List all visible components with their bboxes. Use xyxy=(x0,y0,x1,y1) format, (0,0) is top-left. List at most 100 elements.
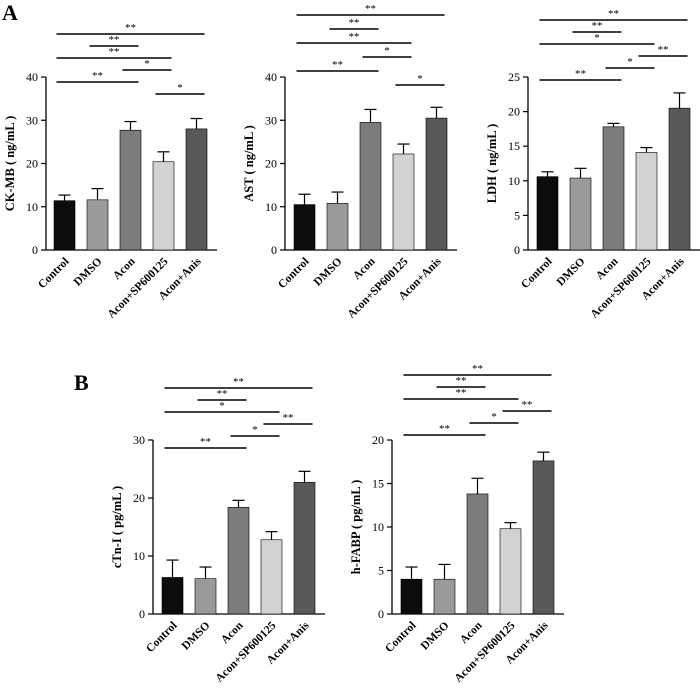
y-tick-label: 20 xyxy=(372,433,384,447)
significance-label: ** xyxy=(283,412,294,424)
x-tick-label: DMSO xyxy=(555,256,588,289)
significance-label: ** xyxy=(349,17,360,29)
y-tick-label: 0 xyxy=(32,243,38,257)
bar-chart-2: 0 10 20 30 40 AST ( ng/mL ) Control DMSO AconAco… xyxy=(242,3,457,321)
x-tick-label: DMSO xyxy=(312,256,345,289)
bar-acon-sp600125 xyxy=(499,528,522,615)
x-tick-label: DMSO xyxy=(180,620,213,653)
significance-label: ** xyxy=(217,388,228,400)
significance-label: * xyxy=(491,411,497,423)
significance-label: ** xyxy=(592,20,603,32)
significance-label: ** xyxy=(522,399,533,411)
significance-label: ** xyxy=(92,70,103,82)
y-tick-label: 40 xyxy=(26,70,38,84)
bar-acon-sp600125 xyxy=(260,539,283,615)
x-tick-label: Acon+SP600125 xyxy=(106,255,171,320)
bar-acon-anis xyxy=(668,107,691,251)
bar-dmso xyxy=(433,578,456,615)
significance-label: ** xyxy=(109,46,120,58)
bar-acon xyxy=(227,506,250,615)
x-tick-label: Control xyxy=(519,256,554,291)
x-tick-label: Acon+SP600125 xyxy=(346,255,411,320)
x-tick-label: DMSO xyxy=(419,620,452,653)
bar-acon-anis xyxy=(185,128,208,251)
significance-label: ** xyxy=(456,387,467,399)
y-tick-label: 10 xyxy=(26,200,38,214)
x-tick-label: DMSO xyxy=(72,256,105,289)
x-tick-label: Control xyxy=(276,256,311,291)
significance-label: ** xyxy=(658,44,669,56)
bar-control xyxy=(161,577,184,615)
y-tick-label: 0 xyxy=(514,243,520,257)
y-tick-label: 20 xyxy=(265,157,277,171)
x-tick-label: Acon xyxy=(351,255,378,282)
bar-control xyxy=(293,204,316,251)
bar-acon-sp600125 xyxy=(392,153,415,251)
significance-label: * xyxy=(177,82,183,94)
x-tick-label: Acon+SP600125 xyxy=(453,619,518,684)
significance-label: ** xyxy=(472,363,483,375)
y-tick-label: 20 xyxy=(133,491,145,505)
significance-label: ** xyxy=(608,8,619,20)
y-axis-label: h-FABP ( pg/mL ) xyxy=(349,480,363,575)
significance-label: * xyxy=(252,424,258,436)
bar-chart-3: 0 5 10 15 20 25 LDH ( ng/mL ) Control DMSO AconAc… xyxy=(485,8,700,321)
bar-dmso xyxy=(194,578,217,615)
y-tick-label: 20 xyxy=(26,157,38,171)
bar-acon xyxy=(602,126,625,251)
significance-label: * xyxy=(417,73,423,85)
y-tick-label: 25 xyxy=(508,70,520,84)
bar-acon xyxy=(119,129,142,251)
y-tick-label: 10 xyxy=(265,200,277,214)
bar-chart-4: 0 10 20 30 cTn-I ( pg/mL ) Control DMSO AconAco… xyxy=(110,376,325,685)
y-tick-label: 15 xyxy=(372,477,384,491)
bar-control xyxy=(53,200,76,251)
significance-label: ** xyxy=(349,31,360,43)
significance-label: ** xyxy=(109,34,120,46)
y-tick-label: 5 xyxy=(378,564,384,578)
x-tick-label: Acon xyxy=(594,255,621,282)
bar-chart-1: 0 10 20 30 40 CK-MB ( ng/mL ) Control DMSO AconA… xyxy=(3,22,217,321)
bar-acon-sp600125 xyxy=(635,152,658,251)
bar-dmso xyxy=(86,199,109,251)
x-tick-label: Control xyxy=(383,620,418,655)
y-tick-label: 0 xyxy=(139,607,145,621)
bar-control xyxy=(400,578,423,615)
bar-acon-sp600125 xyxy=(152,161,175,251)
significance-label: * xyxy=(219,400,225,412)
x-tick-label: Acon xyxy=(111,255,138,282)
y-axis-label: cTn-I ( pg/mL ) xyxy=(110,486,124,568)
x-tick-label: Acon xyxy=(458,619,485,646)
significance-label: * xyxy=(627,56,633,68)
bar-acon-anis xyxy=(293,482,316,615)
y-tick-label: 30 xyxy=(133,433,145,447)
y-tick-label: 0 xyxy=(271,243,277,257)
panel-label-b: B xyxy=(74,370,89,395)
significance-label: * xyxy=(384,45,390,57)
y-tick-label: 10 xyxy=(508,174,520,188)
y-tick-label: 10 xyxy=(133,549,145,563)
significance-label: ** xyxy=(233,376,244,388)
bar-acon xyxy=(466,493,489,615)
bar-acon-anis xyxy=(425,117,448,251)
significance-label: ** xyxy=(365,3,376,15)
panel-label-a: A xyxy=(2,0,18,25)
significance-label: ** xyxy=(575,68,586,80)
y-axis-label: AST ( ng/mL ) xyxy=(242,125,256,202)
significance-label: ** xyxy=(439,423,450,435)
x-tick-label: Acon xyxy=(219,619,246,646)
bar-control xyxy=(536,176,559,251)
y-tick-label: 0 xyxy=(378,607,384,621)
y-tick-label: 20 xyxy=(508,105,520,119)
significance-label: ** xyxy=(456,375,467,387)
significance-label: ** xyxy=(332,59,343,71)
bar-dmso xyxy=(326,202,349,251)
bar-chart-5: 0 5 10 15 20 h-FABP ( pg/mL ) Control DMSO AconA… xyxy=(349,363,564,685)
significance-label: ** xyxy=(200,436,211,448)
x-tick-label: Control xyxy=(36,256,71,291)
x-tick-label: Control xyxy=(144,620,179,655)
x-tick-label: Acon+SP600125 xyxy=(589,255,654,320)
bar-acon xyxy=(359,122,382,251)
y-tick-label: 10 xyxy=(372,520,384,534)
